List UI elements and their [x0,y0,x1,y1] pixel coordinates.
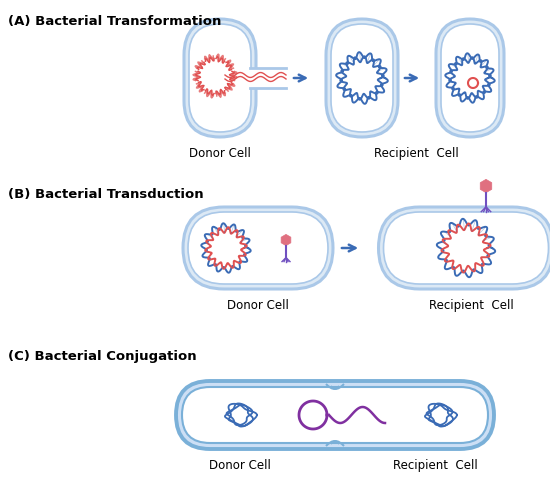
FancyBboxPatch shape [183,207,333,289]
FancyBboxPatch shape [441,24,499,132]
FancyBboxPatch shape [436,19,504,137]
Text: Recipient  Cell: Recipient Cell [428,299,513,312]
Polygon shape [281,234,291,245]
Text: (B) Bacterial Transduction: (B) Bacterial Transduction [8,188,204,201]
FancyBboxPatch shape [383,212,548,284]
Text: (C) Bacterial Conjugation: (C) Bacterial Conjugation [8,350,197,363]
Text: Donor Cell: Donor Cell [189,147,251,160]
Text: (A) Bacterial Transformation: (A) Bacterial Transformation [8,15,221,28]
Polygon shape [480,179,492,193]
Text: Recipient  Cell: Recipient Cell [393,459,477,472]
Bar [248,68,268,88]
FancyBboxPatch shape [188,212,328,284]
FancyBboxPatch shape [182,387,488,443]
FancyBboxPatch shape [326,19,398,137]
Text: Donor Cell: Donor Cell [227,299,289,312]
FancyBboxPatch shape [378,207,550,289]
Text: Donor Cell: Donor Cell [209,459,271,472]
FancyBboxPatch shape [331,24,393,132]
FancyBboxPatch shape [189,24,251,132]
Text: Recipient  Cell: Recipient Cell [373,147,458,160]
FancyBboxPatch shape [184,19,256,137]
FancyBboxPatch shape [176,381,494,449]
